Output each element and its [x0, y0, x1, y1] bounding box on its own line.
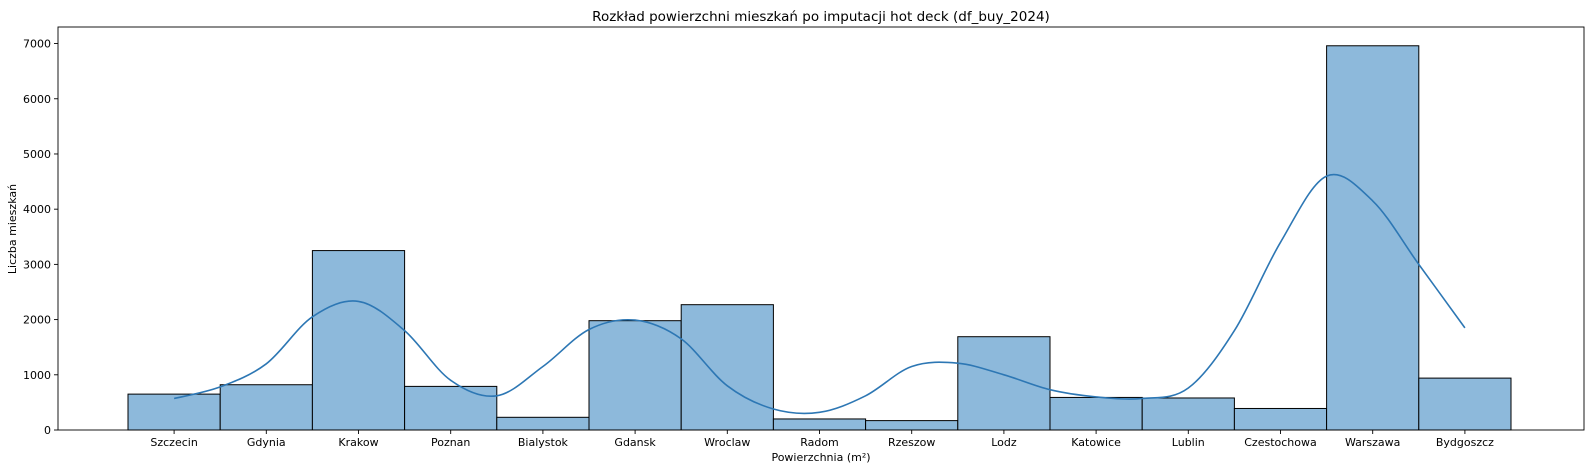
x-tick-label-czestochowa: Czestochowa — [1244, 436, 1316, 449]
y-tick-label: 0 — [44, 424, 51, 437]
x-tick-label-krakow: Krakow — [338, 436, 378, 449]
x-tick-label-gdynia: Gdynia — [247, 436, 286, 449]
y-axis-label: Liczba mieszkań — [6, 184, 19, 274]
bar-gdynia — [219, 384, 313, 431]
y-tick-label: 7000 — [23, 38, 51, 51]
y-tick-label: 2000 — [23, 314, 51, 327]
y-axis: 0 1000 2000 3000 4000 5000 6000 7000 — [23, 38, 58, 437]
y-tick-label: 3000 — [23, 258, 51, 271]
x-tick-label-poznan: Poznan — [431, 436, 470, 449]
kde-density-line — [173, 173, 1466, 415]
x-tick-label-warszawa: Warszawa — [1345, 436, 1400, 449]
bar-szczecin — [127, 393, 221, 431]
plot-frame — [57, 26, 1585, 431]
x-tick-label-szczecin: Szczecin — [150, 436, 197, 449]
bar-lodz — [957, 336, 1051, 431]
x-tick-label-bialystok: Bialystok — [518, 436, 569, 449]
chart-title: Rozkład powierzchni mieszkań po imputacj… — [592, 9, 1050, 25]
x-tick-label-bydgoszcz: Bydgoszcz — [1436, 436, 1494, 449]
bar-krakow — [311, 250, 406, 431]
bar-gdansk — [588, 320, 682, 431]
bars-layer — [127, 45, 1512, 431]
bar-bialystok — [496, 416, 590, 431]
bar-poznan — [404, 385, 498, 431]
bar-rzeszow — [865, 420, 959, 431]
bar-lublin — [1141, 397, 1235, 431]
x-tick-label-rzeszow: Rzeszow — [888, 436, 935, 449]
x-tick-label-lodz: Lodz — [991, 436, 1017, 449]
x-tick-label-wroclaw: Wroclaw — [704, 436, 750, 449]
y-tick-label: 1000 — [23, 369, 51, 382]
bar-katowice — [1049, 396, 1143, 431]
x-axis-label: Powierzchnia (m²) — [771, 451, 870, 464]
x-tick-label-gdansk: Gdansk — [614, 436, 656, 449]
y-tick-label: 4000 — [23, 203, 51, 216]
bar-warszawa — [1326, 45, 1420, 431]
x-tick-label-radom: Radom — [800, 436, 839, 449]
x-tick-label-katowice: Katowice — [1071, 436, 1121, 449]
bar-czestochowa — [1233, 407, 1328, 431]
x-tick-label-lublin: Lublin — [1172, 436, 1205, 449]
y-tick-label: 5000 — [23, 148, 51, 161]
x-axis: Szczecin Gdynia Krakow Poznan Bialystok Gdans… — [150, 430, 1494, 449]
y-tick-label: 6000 — [23, 93, 51, 106]
bar-radom — [772, 418, 867, 431]
bar-bydgoszcz — [1418, 377, 1512, 431]
bar-wroclaw — [680, 304, 774, 431]
